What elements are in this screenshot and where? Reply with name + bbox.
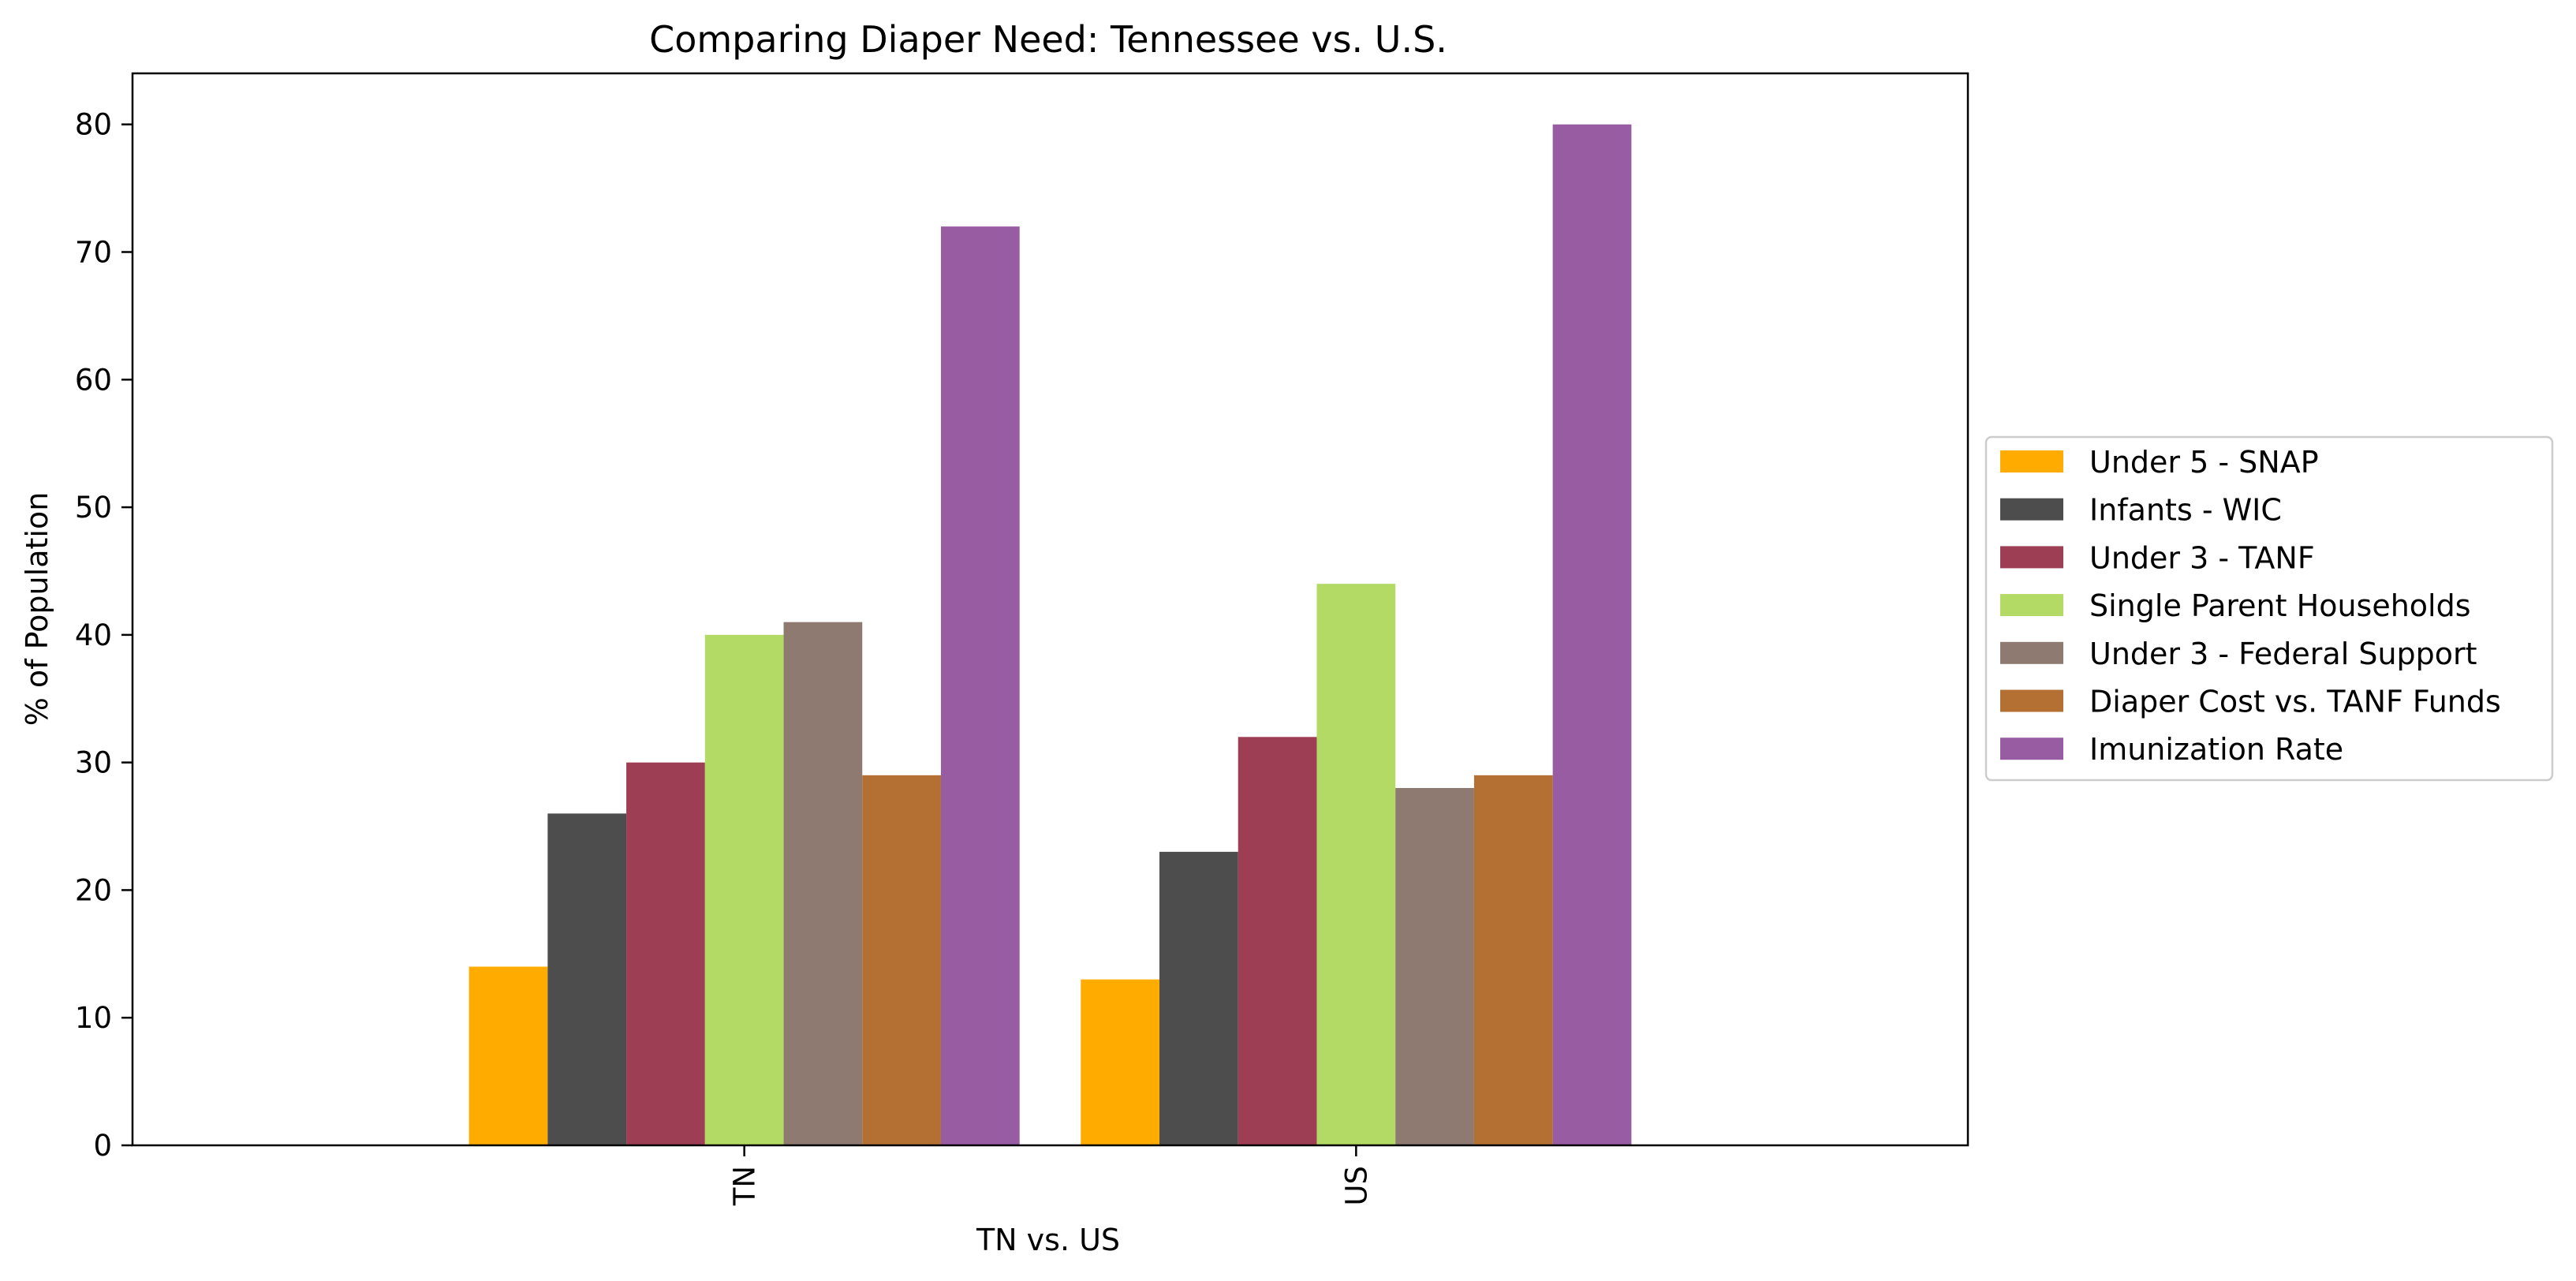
legend-swatch [2000,594,2063,617]
legend-swatch [2000,450,2063,472]
bar-us-series-5 [1395,788,1474,1145]
legend-swatch [2000,689,2063,712]
legend-label: Imunization Rate [2089,732,2343,767]
legend-label: Diaper Cost vs. TANF Funds [2089,685,2501,719]
bar-us-series-7 [1552,124,1632,1146]
x-tick-label: TN [728,1166,762,1206]
y-axis: 0 10 20 30 40 50 60 70 80 [75,108,133,1163]
legend-label: Under 5 - SNAP [2089,445,2319,480]
y-tick-label: 70 [75,236,112,270]
plot-frame [131,72,1969,1147]
y-tick-label: 30 [75,746,112,780]
bar-tn-series-6 [862,775,941,1145]
bar-tn-series-2 [547,813,627,1145]
bar-tn-series-3 [626,762,705,1145]
x-tick-label: US [1339,1166,1373,1206]
legend-label: Under 3 - Federal Support [2089,637,2477,671]
y-tick-label: 0 [93,1129,112,1163]
bar-tn-series-7 [940,226,1020,1146]
bars-group [469,124,1632,1146]
legend-label: Under 3 - TANF [2089,540,2315,575]
y-tick-label: 50 [75,491,112,525]
bar-us-series-6 [1473,775,1553,1145]
legend: Under 5 - SNAP Infants - WIC Under 3 - TAN… [1984,435,2554,782]
x-axis-label: TN vs. US [976,1223,1120,1257]
legend-swatch [2000,498,2063,521]
y-axis-label: % of Population [20,492,54,726]
legend-swatch [2000,641,2063,664]
y-tick-label: 40 [75,618,112,652]
bar-tn-series-5 [783,622,863,1145]
bar-tn-series-4 [704,634,784,1145]
bar-tn-series-1 [469,966,548,1145]
bar-us-series-2 [1159,851,1238,1145]
legend-swatch [2000,546,2063,569]
legend-label: Infants - WIC [2089,493,2282,528]
y-tick-label: 20 [75,873,112,907]
bar-us-series-3 [1238,737,1317,1145]
x-axis: TN US [728,1145,1373,1206]
y-tick-label: 10 [75,1001,112,1035]
bar-us-series-4 [1316,584,1396,1145]
chart-title: Comparing Diaper Need: Tennessee vs. U.S… [649,18,1447,61]
legend-label: Single Parent Households [2089,588,2471,623]
legend-box [1984,435,2554,782]
y-tick-label: 80 [75,108,112,142]
bar-us-series-1 [1081,979,1160,1145]
legend-swatch [2000,738,2063,760]
y-tick-label: 60 [75,363,112,397]
